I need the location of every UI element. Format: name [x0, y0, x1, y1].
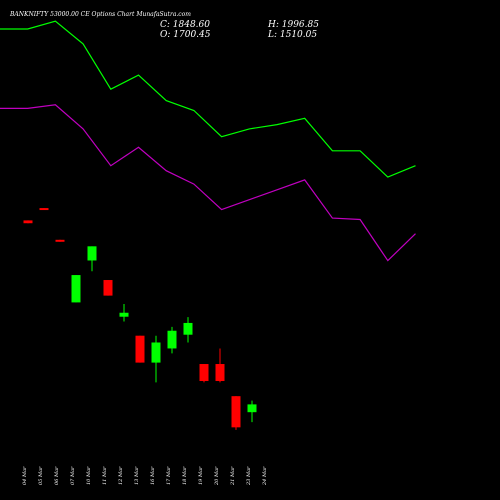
x-tick-label: 20 Mar	[214, 466, 220, 486]
candle	[183, 317, 193, 343]
x-tick-label: 19 Mar	[198, 466, 204, 485]
candle-body	[247, 404, 257, 413]
candle-body	[183, 322, 193, 335]
close-value: C: 1848.60	[160, 20, 210, 30]
candle-body	[55, 239, 65, 242]
candle-body	[71, 275, 81, 303]
x-tick-label: 12 Mar	[118, 466, 124, 485]
candle	[119, 303, 129, 322]
candle	[135, 335, 145, 363]
candle	[87, 246, 97, 272]
lower-band-line	[0, 104, 416, 262]
high-value: H: 1996.85	[267, 20, 319, 30]
candles-group	[23, 208, 257, 430]
candle-body	[119, 312, 129, 317]
x-tick-label: 18 Mar	[182, 466, 188, 485]
candle	[103, 280, 113, 296]
x-tick-label: 23 Mar	[246, 466, 252, 486]
x-tick-label: 11 Mar	[102, 466, 108, 485]
candle	[167, 326, 177, 354]
x-axis-ticks: 04 Mar 05 Mar 06 Mar 07 Mar 10 Mar 11 Mar 12 M…	[22, 466, 268, 486]
x-tick-label: 16 Mar	[150, 466, 156, 485]
indicator-lines	[0, 20, 416, 262]
x-tick-label: 04 Mar	[22, 466, 28, 485]
candle-body	[103, 280, 113, 296]
x-tick-label: 17 Mar	[166, 466, 172, 485]
candle-body	[151, 342, 161, 363]
candle-body	[199, 364, 209, 382]
candle-body	[39, 208, 49, 211]
candle	[39, 208, 49, 211]
candle-body	[135, 335, 145, 363]
candle	[199, 364, 209, 383]
x-tick-label: 07 Mar	[70, 466, 76, 485]
candle	[55, 239, 65, 242]
candle-body	[87, 246, 97, 261]
candle-body	[215, 364, 225, 382]
candle-body	[167, 330, 177, 349]
x-tick-label: 06 Mar	[54, 466, 60, 485]
candle-body	[231, 396, 241, 428]
candle-body	[23, 220, 33, 224]
candle	[231, 396, 241, 430]
candle	[71, 275, 81, 303]
candle	[247, 400, 257, 423]
upper-band-line	[0, 20, 416, 178]
open-value: O: 1700.45	[160, 30, 211, 40]
candle	[23, 220, 33, 224]
x-tick-label: 21 Mar	[230, 466, 236, 486]
candle	[151, 335, 161, 383]
x-tick-label: 05 Mar	[38, 466, 44, 485]
x-tick-label: 24 Mar	[262, 466, 268, 486]
candle	[215, 348, 225, 383]
low-value: L: 1510.05	[267, 30, 317, 40]
x-tick-label: 10 Mar	[86, 466, 92, 485]
x-tick-label: 13 Mar	[134, 466, 140, 485]
chart-title: BANKNIFTY 53000.00 CE Options Chart Muna…	[9, 11, 191, 18]
